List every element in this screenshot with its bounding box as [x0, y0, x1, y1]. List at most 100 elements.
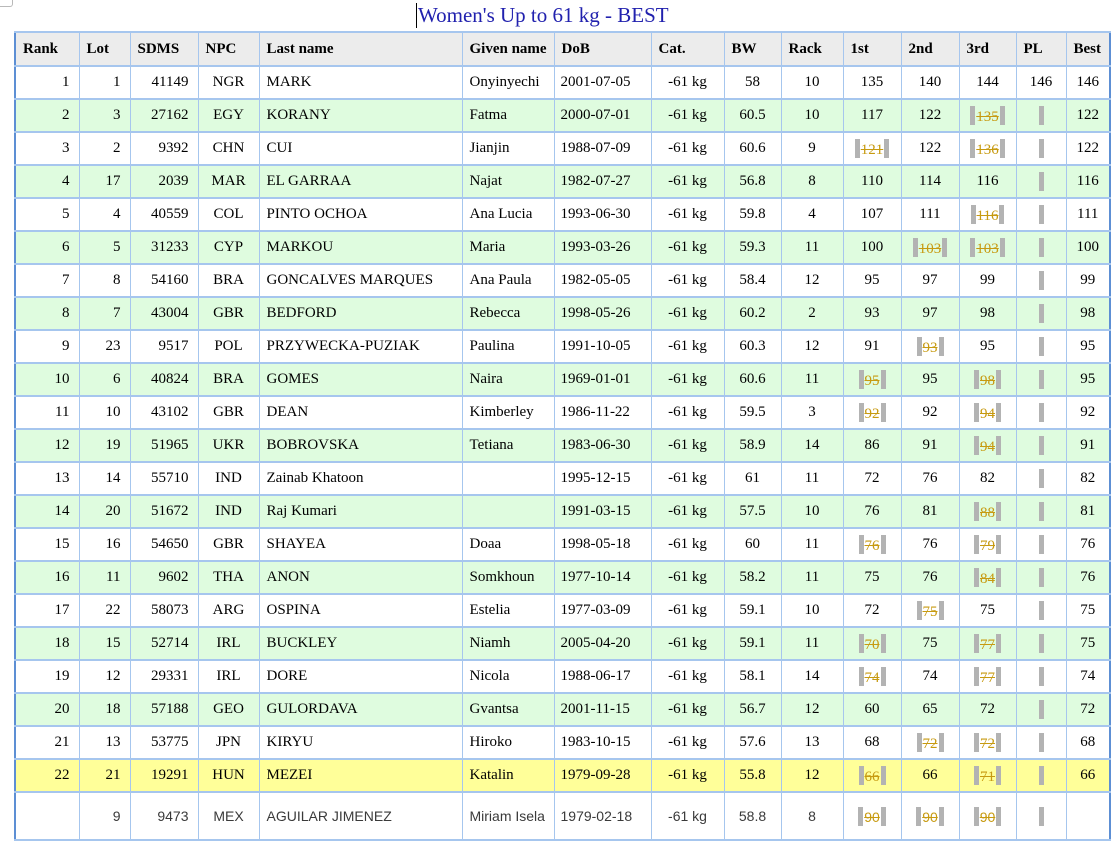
table-row[interactable]: 14 20 51672 IND Raj Kumari 1991-03-15 -61 kg 57… — [14, 494, 1111, 529]
cell-cat: -61 kg — [650, 164, 725, 199]
col-header-npc: NPC — [197, 31, 260, 67]
table-row[interactable]: 13 14 55710 IND Zainab Khatoon 1995-12-15 -61 … — [14, 461, 1111, 496]
cell-pl — [1015, 758, 1067, 793]
failed-attempt-value: 88 — [980, 504, 995, 521]
table-row[interactable]: 2 3 27162 EGY KORANY Fatma 2000-07-01 -61 kg 60.… — [14, 98, 1111, 133]
placeholder-bar-icon — [938, 806, 944, 826]
table-row[interactable]: 11 10 43102 GBR DEAN Kimberley 1986-11-22 -61 k… — [14, 395, 1111, 430]
cell-lot: 6 — [78, 362, 131, 397]
cell-rack: 12 — [780, 758, 844, 793]
cell-sdms: 54160 — [129, 263, 199, 298]
table-row[interactable]: 19 12 29331 IRL DORE Nicola 1988-06-17 -61 kg 58… — [14, 659, 1111, 694]
col-header-dob: DoB — [553, 31, 652, 67]
placeholder-bar-icon — [1038, 600, 1044, 620]
cell-given-name: Estelia — [461, 593, 555, 628]
table-row[interactable]: 8 7 43004 GBR BEDFORD Rebecca 1998-05-26 -61 kg… — [14, 296, 1111, 331]
cell-last-name: MARK — [258, 65, 463, 100]
table-row[interactable]: 20 18 57188 GEO GULORDAVA Gvantsa 2001-11-15 -6… — [14, 692, 1111, 727]
table-row[interactable]: 17 22 58073 ARG OSPINA Estelia 1977-03-09 -61 k… — [14, 593, 1111, 628]
table-row[interactable]: 1 1 41149 NGR MARK Onyinyechi 2001-07-05 -61 kg… — [14, 65, 1111, 100]
cell-dob: 1979-02-18 — [553, 791, 652, 841]
cell-dob: 1993-06-30 — [553, 197, 652, 232]
col-header-best: Best — [1065, 31, 1111, 67]
placeholder-bar-icon — [974, 666, 979, 686]
placeholder-bar-icon — [1038, 567, 1044, 587]
cell-dob: 1991-03-15 — [553, 494, 652, 529]
placeholder-bar-icon — [996, 806, 1002, 826]
col-header-rank: Rank — [14, 31, 80, 67]
cell-attempt-2: 103 — [900, 230, 960, 265]
cell-attempt-3: 75 — [958, 593, 1017, 628]
cell-best: 75 — [1065, 626, 1111, 661]
table-row[interactable]: 18 15 52714 IRL BUCKLEY Niamh 2005-04-20 -61 kg… — [14, 626, 1111, 661]
cell-best: 66 — [1065, 758, 1111, 793]
placeholder-bar-icon — [1038, 171, 1044, 191]
cell-given-name — [461, 494, 555, 529]
table-row[interactable]: 7 8 54160 BRA GONCALVES MARQUES Ana Paula 1982… — [14, 263, 1111, 298]
table-row[interactable]: 5 4 40559 COL PINTO OCHOA Ana Lucia 1993-06-30… — [14, 197, 1111, 232]
placeholder-bar-icon — [916, 732, 922, 752]
cell-last-name: EL GARRAA — [258, 164, 463, 199]
failed-attempt-value: 66 — [864, 768, 880, 785]
cell-dob: 1982-05-05 — [553, 263, 652, 298]
placeholder-bar-icon — [996, 732, 1001, 752]
cell-best: 82 — [1065, 461, 1111, 496]
cell-bw: 60.5 — [723, 98, 782, 133]
table-row[interactable]: 3 2 9392 CHN CUI Jianjin 1988-07-09 -61 kg 60.6 9… — [14, 131, 1111, 166]
table-row[interactable]: 12 19 51965 UKR BOBROVSKA Tetiana 1983-06-30 -6… — [14, 428, 1111, 463]
cell-rank: 5 — [14, 197, 80, 232]
placeholder-bar-icon — [938, 336, 944, 356]
col-header-last-name: Last name — [258, 31, 463, 67]
cell-pl — [1015, 560, 1067, 595]
cell-rack: 2 — [780, 296, 844, 331]
cell-lot: 9 — [78, 791, 131, 841]
cell-sdms: 29331 — [129, 659, 199, 694]
table-row[interactable]: 21 13 53775 JPN KIRYU Hiroko 1983-10-15 -61 kg 5… — [14, 725, 1111, 760]
table-row[interactable]: 22 21 19291 HUN MEZEI Katalin 1979-09-28 -61 kg… — [14, 758, 1111, 793]
cell-attempt-1: 66 — [842, 758, 902, 793]
cell-rank: 7 — [14, 263, 80, 298]
cell-bw: 58.1 — [723, 659, 782, 694]
cell-given-name: Miriam Isela — [461, 791, 555, 841]
table-row[interactable]: 4 17 2039 MAR EL GARRAA Najat 1982-07-27 -61 kg… — [14, 164, 1111, 199]
cell-rank — [14, 791, 80, 841]
table-row[interactable]: 9 23 9517 POL PRZYWECKA-PUZIAK Paulina 1991-10… — [14, 329, 1111, 364]
table-row[interactable]: 15 16 54650 GBR SHAYEA Doaa 1998-05-18 -61 kg 60… — [14, 527, 1111, 562]
table-row[interactable]: 6 5 31233 CYP MARKOU Maria 1993-03-26 -61 kg 59.… — [14, 230, 1111, 265]
table-row[interactable]: 16 11 9602 THA ANON Somkhoun 1977-10-14 -61 kg 5… — [14, 560, 1111, 595]
placeholder-bar-icon — [973, 806, 979, 826]
cell-pl — [1015, 593, 1067, 628]
col-header-pl: PL — [1015, 31, 1067, 67]
placeholder-bar-icon — [974, 567, 979, 587]
placeholder-bar-icon — [858, 806, 864, 826]
placeholder-bar-icon — [996, 765, 1001, 785]
table-row[interactable]: 9 9473 MEX AGUILAR JIMENEZ Miriam Isela 1979-… — [14, 791, 1111, 841]
cell-sdms: 43102 — [129, 395, 199, 430]
cell-attempt-1: 75 — [842, 560, 902, 595]
cell-last-name: BUCKLEY — [258, 626, 463, 661]
cell-best: 91 — [1065, 428, 1111, 463]
cell-lot: 5 — [78, 230, 131, 265]
failed-attempt-value: 136 — [976, 141, 999, 158]
cell-attempt-3: 90 — [958, 791, 1017, 841]
cell-npc: GBR — [197, 527, 260, 562]
cell-rank: 14 — [14, 494, 80, 529]
cell-npc: GBR — [197, 296, 260, 331]
failed-attempt-value: 95 — [864, 372, 880, 389]
table-row[interactable]: 10 6 40824 BRA GOMES Naira 1969-01-01 -61 kg 60.… — [14, 362, 1111, 397]
cell-lot: 19 — [78, 428, 131, 463]
cell-bw: 58.2 — [723, 560, 782, 595]
cell-given-name: Najat — [461, 164, 555, 199]
cell-pl — [1015, 131, 1067, 166]
cell-lot: 18 — [78, 692, 131, 727]
cell-sdms: 52714 — [129, 626, 199, 661]
cell-attempt-2: 92 — [900, 395, 960, 430]
cell-sdms: 58073 — [129, 593, 199, 628]
cell-last-name: GONCALVES MARQUES — [258, 263, 463, 298]
placeholder-bar-icon — [880, 806, 886, 826]
cell-last-name: Zainab Khatoon — [258, 461, 463, 496]
cell-last-name: BEDFORD — [258, 296, 463, 331]
cell-attempt-1: 74 — [842, 659, 902, 694]
cell-attempt-2: 95 — [900, 362, 960, 397]
cell-last-name: GOMES — [258, 362, 463, 397]
